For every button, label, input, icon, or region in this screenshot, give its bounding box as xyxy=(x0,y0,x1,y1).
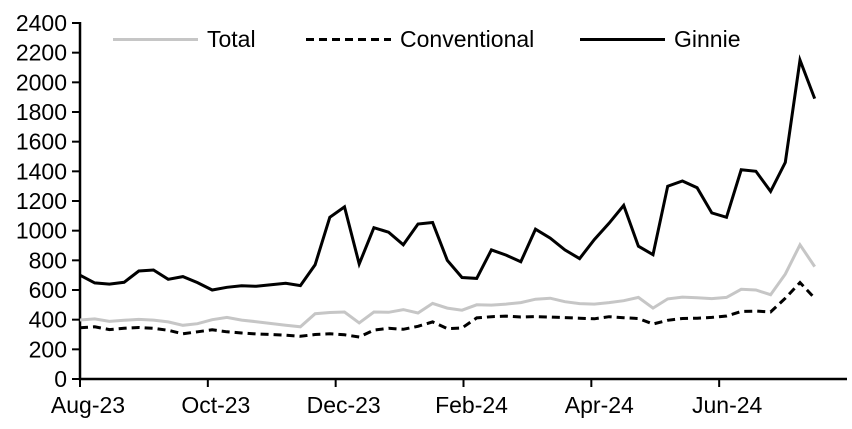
legend-swatch-total-line xyxy=(113,37,198,41)
legend-item-conventional: Conventional xyxy=(306,26,534,52)
y-axis-tick-label: 800 xyxy=(29,247,67,273)
y-axis-tick-label: 200 xyxy=(29,336,67,362)
series-line-total xyxy=(79,241,816,329)
legend-item-ginnie: Ginnie xyxy=(580,26,740,52)
x-axis-tick-label: Feb-24 xyxy=(435,392,508,418)
y-axis-tick-label: 0 xyxy=(54,366,67,392)
legend-swatch-ginnie-line xyxy=(580,37,665,41)
series-line-conventional xyxy=(79,280,816,339)
y-axis-tick-label: 400 xyxy=(29,307,67,333)
y-axis-tick-label: 1000 xyxy=(16,218,67,244)
x-axis-tick-label: Apr-24 xyxy=(565,392,634,418)
x-axis-tick-label: Jun-24 xyxy=(692,392,763,418)
y-axis-tick-label: 2400 xyxy=(16,10,67,36)
legend-label-total: Total xyxy=(207,26,256,52)
legend-label-conventional: Conventional xyxy=(400,26,535,52)
y-axis-tick-label: 1400 xyxy=(16,158,67,184)
y-axis-tick-label: 1800 xyxy=(16,99,67,125)
series-line-ginnie xyxy=(79,54,817,292)
legend-label-ginnie: Ginnie xyxy=(674,26,741,52)
x-axis-tick-label: Oct-23 xyxy=(181,392,250,418)
legend-item-total: Total xyxy=(113,26,256,52)
y-axis-tick-label: 600 xyxy=(29,277,67,303)
y-axis-tick-label: 2200 xyxy=(16,40,67,66)
y-axis-tick-label: 1600 xyxy=(16,129,67,155)
y-axis-tick-label: 2000 xyxy=(16,69,67,95)
y-axis-tick-label: 1200 xyxy=(16,188,67,214)
x-axis-tick-label: Dec-23 xyxy=(307,392,381,418)
legend-swatch-conventional-line xyxy=(306,37,391,41)
x-axis-tick-label: Aug-23 xyxy=(51,392,125,418)
